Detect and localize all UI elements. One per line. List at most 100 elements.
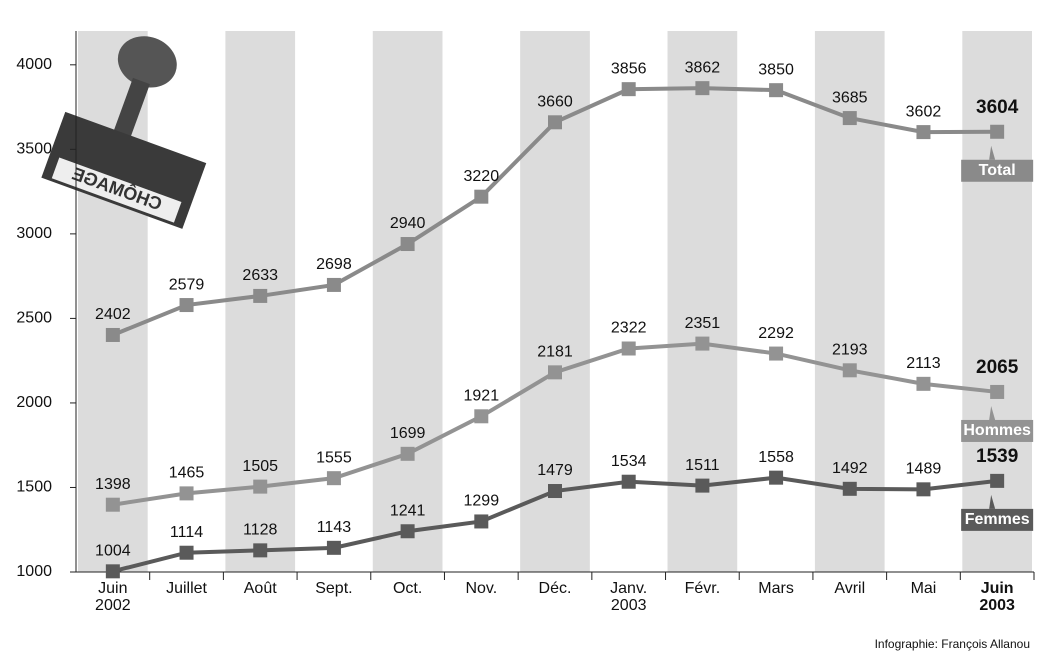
page: CHÔMAGE 10001500200025003000350040002402… (0, 0, 1038, 658)
value-label: 2181 (537, 344, 573, 361)
x-tick-label: Mars (739, 580, 813, 597)
y-tick-label: 1500 (16, 479, 52, 496)
value-label: 2292 (758, 325, 794, 342)
x-tick-label: Nov. (444, 580, 518, 597)
y-tick-label: 1000 (16, 563, 52, 580)
value-label: 1398 (95, 476, 131, 493)
value-label: 2940 (390, 215, 426, 232)
point (990, 125, 1004, 139)
point (695, 479, 709, 493)
band (373, 31, 443, 572)
value-label: 1299 (464, 493, 500, 510)
x-tick-label: Oct. (371, 580, 445, 597)
point (548, 484, 562, 498)
point (769, 347, 783, 361)
point (253, 289, 267, 303)
point (327, 471, 341, 485)
point (843, 363, 857, 377)
value-label: 2698 (316, 256, 352, 273)
value-label: 2065 (976, 357, 1019, 378)
value-label: 1114 (170, 524, 203, 541)
point (622, 341, 636, 355)
point (916, 482, 930, 496)
point (180, 298, 194, 312)
x-tick-label: Mai (886, 580, 960, 597)
point (622, 82, 636, 96)
x-tick-label: Févr. (665, 580, 739, 597)
value-label: 2402 (95, 306, 131, 323)
point (106, 564, 120, 578)
x-tick-label: Juin 2002 (76, 580, 150, 614)
point (474, 514, 488, 528)
value-label: 3856 (611, 60, 647, 77)
value-label: 2322 (611, 320, 647, 337)
chart: CHÔMAGE 10001500200025003000350040002402… (0, 0, 1038, 658)
value-label: 1511 (685, 457, 720, 474)
y-tick-label: 3500 (16, 141, 52, 158)
x-tick-label: Juillet (150, 580, 224, 597)
y-tick-label: 3000 (16, 225, 52, 242)
point (180, 546, 194, 560)
point (106, 328, 120, 342)
point (474, 190, 488, 204)
y-tick-label: 4000 (16, 56, 52, 73)
value-label: 1241 (390, 502, 426, 519)
value-label: 1489 (906, 461, 942, 478)
x-tick-label: Janv. 2003 (592, 580, 666, 614)
point (769, 471, 783, 485)
point (327, 278, 341, 292)
legend-label: Hommes (963, 422, 1031, 439)
x-tick-label: Sept. (297, 580, 371, 597)
value-label: 3850 (758, 61, 794, 78)
point (695, 81, 709, 95)
x-tick-label: Déc. (518, 580, 592, 597)
value-label: 3602 (906, 103, 942, 120)
y-tick-label: 2500 (16, 310, 52, 327)
point (916, 125, 930, 139)
value-label: 2633 (242, 267, 278, 284)
point (401, 524, 415, 538)
credit: Infographie: François Allanou (875, 637, 1030, 651)
point (916, 377, 930, 391)
value-label: 3862 (685, 59, 721, 76)
point (106, 498, 120, 512)
point (253, 480, 267, 494)
value-label: 2351 (685, 315, 721, 332)
point (695, 337, 709, 351)
point (401, 237, 415, 251)
point (990, 474, 1004, 488)
point (990, 385, 1004, 399)
point (401, 447, 415, 461)
point (843, 111, 857, 125)
value-label: 3220 (464, 168, 500, 185)
value-label: 1921 (464, 388, 500, 405)
value-label: 1539 (976, 446, 1018, 467)
value-label: 1555 (316, 449, 352, 466)
point (253, 543, 267, 557)
x-tick-label: Avril (813, 580, 887, 597)
x-tick-label: Août (223, 580, 297, 597)
value-label: 2113 (906, 355, 941, 372)
value-label: 3604 (976, 97, 1019, 118)
legend-label: Femmes (965, 511, 1030, 528)
point (474, 409, 488, 423)
point (548, 365, 562, 379)
point (180, 486, 194, 500)
value-label: 1128 (243, 522, 278, 539)
value-label: 1465 (169, 465, 205, 482)
point (769, 83, 783, 97)
point (622, 475, 636, 489)
value-label: 1143 (317, 519, 352, 536)
value-label: 1699 (390, 425, 426, 442)
value-label: 3685 (832, 89, 868, 106)
value-label: 2193 (832, 342, 868, 359)
legend-label: Total (979, 162, 1016, 179)
point (843, 482, 857, 496)
value-label: 1004 (95, 543, 131, 560)
value-label: 1505 (242, 458, 278, 475)
x-tick-label: Juin 2003 (960, 580, 1034, 614)
point (327, 541, 341, 555)
value-label: 1479 (537, 462, 573, 479)
point (548, 115, 562, 129)
value-label: 1534 (611, 453, 647, 470)
